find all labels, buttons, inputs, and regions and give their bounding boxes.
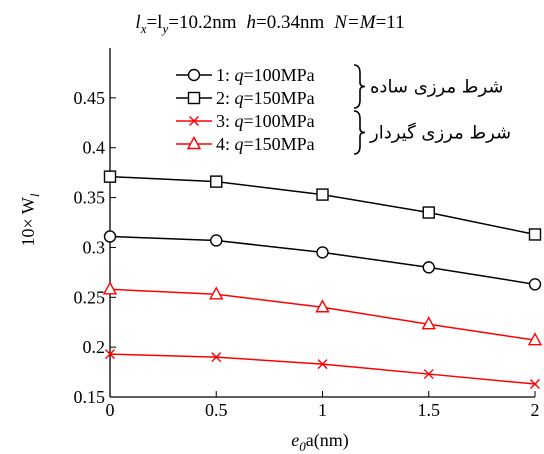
legend-1-q: q [235,65,244,85]
y-tick-label: 0.45 [74,88,106,108]
header-ly-sub: y [160,21,168,36]
legend-4-q: q [235,134,244,154]
legend-2-q: q [235,88,244,108]
y-tick-label: 0.15 [74,387,106,407]
plot-area: 0.15 0.2 0.25 0.3 0.35 0.4 0.45 0 0.5 1 1.5 2 [74,48,543,420]
y-tick-label: 0.25 [74,287,106,307]
series-4-point [209,286,224,300]
legend-2-value: =150MPa [244,88,315,108]
legend-group-1-label: شرط مرزی ساده [370,77,503,98]
y-axis-label-text: 10× W [18,197,38,246]
series-2-point [422,206,435,219]
series-2-point [210,175,223,188]
series-4-line [109,288,536,341]
header-lx: l [135,12,140,33]
series-4-point [102,281,118,295]
series-4-point [421,316,436,330]
header-h-value: =0.34nm [256,12,324,33]
x-tick-label: 2 [531,400,540,420]
series-3-point [211,352,222,363]
series-4-point [315,299,330,313]
x-axis-label: e0a(nm) [291,430,348,454]
header-nm-value: =11 [376,12,405,33]
series-3-line [109,353,536,385]
series-1-point [103,230,117,243]
y-axis-label: 10× Wl [18,193,42,246]
series-1-point [316,246,329,259]
x-axis-label-sub: 0 [299,439,306,454]
x-axis-label-e: e [291,430,299,450]
legend-1-marker [187,68,201,82]
legend-4-value: =150MPa [244,134,315,154]
header-nm-symbol: N=M [333,12,376,33]
x-tick-label: 1 [318,400,327,420]
series-3-point [423,369,434,380]
legend-3-value: =100MPa [244,111,315,131]
legend-1-value: =100MPa [244,65,315,85]
legend-2-marker [187,91,201,105]
legend-3-num: 3: [216,111,235,131]
series-4-point [527,332,543,346]
series-1-point [210,234,223,247]
legend-4-marker [186,136,202,150]
series-1-line [109,235,536,286]
y-tick-label: 0.35 [74,188,106,208]
series-3-point [530,379,540,390]
legend-3-q: q [235,111,244,131]
series-3-point [105,349,115,360]
series-3-point [317,359,328,370]
series-2-point [528,228,542,241]
header-ly: =l [146,12,162,33]
legend-4-label: 4: q=150MPa [216,134,315,154]
header-len-value: =10.2nm [168,12,236,33]
header-h-symbol: h [247,12,257,33]
x-tick-label: 1.5 [418,400,441,420]
legend-3-marker [189,116,199,126]
x-tick-label: 0 [106,400,115,420]
y-tick-label: 0.2 [83,337,106,357]
legend-4-num: 4: [216,134,235,154]
y-tick-label: 0.4 [83,138,106,158]
series-2-point [316,188,329,201]
legend-3-label: 3: q=100MPa [216,111,315,131]
legend-group-2-label: شرط مرزی گیردار [369,122,511,144]
y-tick-label: 0.3 [83,237,106,257]
chart-header: lx=ly=10.2nm h=0.34nm N=M=11 [135,12,404,36]
header-lx-sub: x [140,21,147,36]
legend-group-1-brace [353,64,366,109]
series-2-point [103,170,117,183]
series-2-line [109,175,536,236]
y-axis-label-sub: l [27,193,42,197]
legend-1-label: 1: q=100MPa [216,65,315,85]
series-1-point [528,278,542,291]
x-tick-label: 0.5 [205,400,228,420]
x-axis-label-unit: a(nm) [306,430,349,451]
series-1-point [422,261,435,274]
legend-group-2-brace [353,110,366,155]
legend-2-label: 2: q=150MPa [216,88,315,108]
legend-1-num: 1: [216,65,235,85]
legend-2-num: 2: [216,88,235,108]
